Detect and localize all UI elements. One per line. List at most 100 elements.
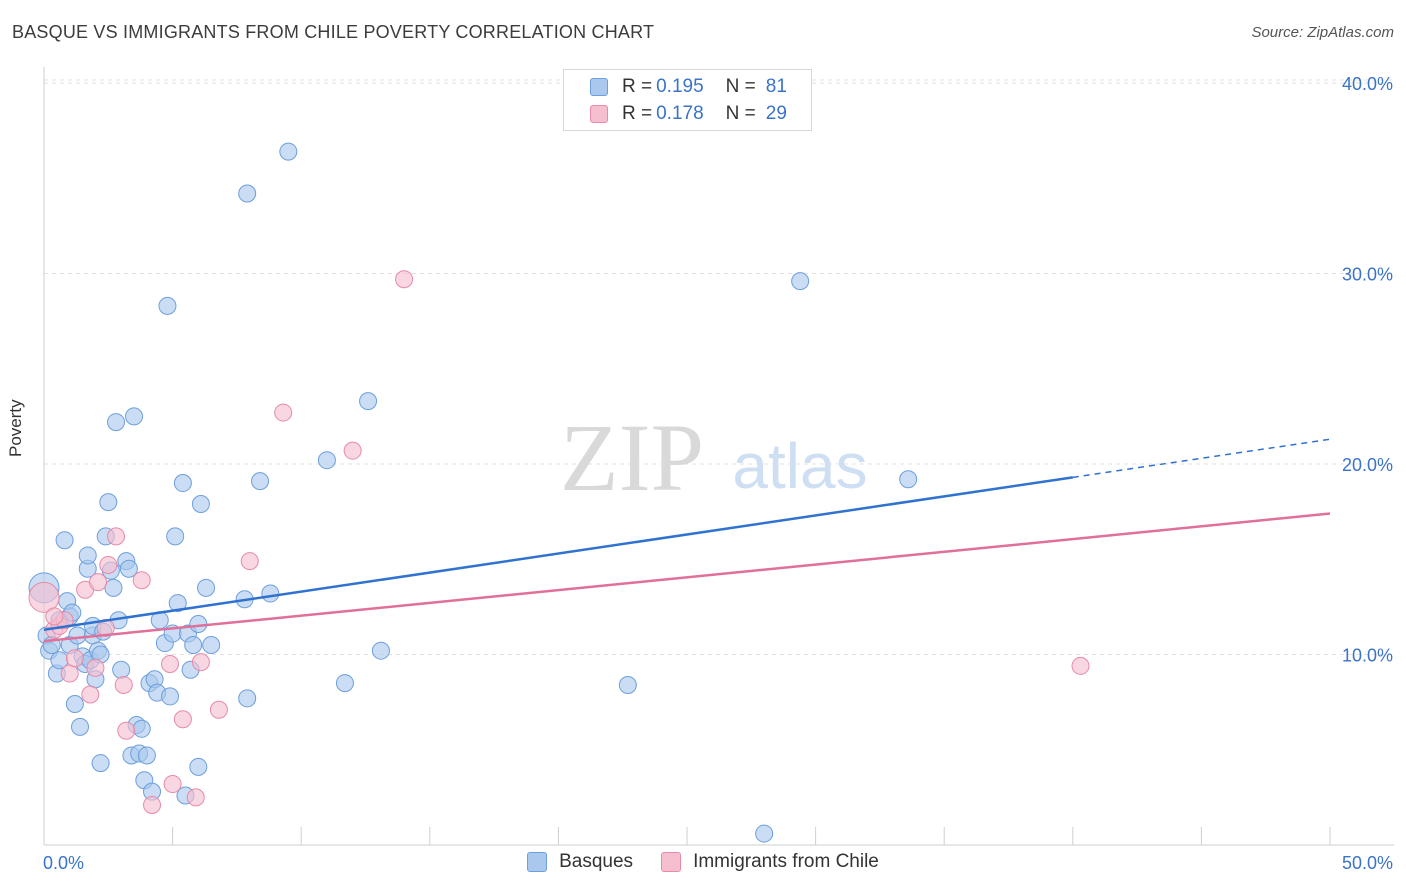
- chile-trend-line: [43, 512, 1331, 643]
- chile-point: [65, 649, 84, 668]
- chile-point: [114, 675, 133, 694]
- legend-item-basques: Basques: [527, 851, 633, 873]
- chile-point: [28, 581, 60, 613]
- r-label: R =: [622, 103, 653, 124]
- basques-point: [158, 296, 177, 315]
- series-legend: Basques Immigrants from Chile: [0, 851, 1406, 873]
- n-label: N =: [725, 76, 756, 97]
- basques-point: [189, 757, 208, 776]
- basques-point: [99, 493, 118, 512]
- chile-point: [343, 441, 362, 460]
- axes: [43, 67, 1394, 846]
- basques-trend-extension: [1072, 438, 1331, 479]
- y-tick-label: 30.0%: [1342, 265, 1393, 285]
- y-tick-label: 20.0%: [1342, 455, 1393, 475]
- basques-trend-line: [43, 476, 1073, 631]
- basques-point: [65, 695, 84, 714]
- basques-point: [68, 626, 87, 645]
- legend-label-chile: Immigrants from Chile: [693, 851, 879, 872]
- basques-point: [202, 635, 221, 654]
- chile-point: [395, 270, 414, 289]
- legend-label-basques: Basques: [559, 851, 634, 872]
- basques-point: [335, 674, 354, 693]
- chile-point: [89, 573, 108, 592]
- chile-point: [81, 685, 100, 704]
- x-tick-label: 50.0%: [1342, 853, 1393, 873]
- data-points: [28, 142, 1090, 843]
- source-label: Source: ZipAtlas.com: [1251, 24, 1394, 41]
- watermark-zip: ZIP: [560, 404, 704, 511]
- basques-point: [161, 687, 180, 706]
- basques-point: [279, 142, 298, 161]
- chile-point: [209, 700, 228, 719]
- chile-point: [186, 788, 205, 807]
- r-value: 0.195: [656, 76, 704, 97]
- basques-point: [618, 675, 637, 694]
- basques-point: [132, 719, 151, 738]
- basques-point: [371, 641, 390, 660]
- y-tick-label: 40.0%: [1342, 74, 1393, 94]
- chile-swatch: [661, 852, 682, 872]
- basques-point: [791, 272, 810, 291]
- basques-point: [104, 578, 123, 597]
- y-tick-label: 10.0%: [1342, 646, 1393, 666]
- chile-point: [161, 655, 180, 674]
- basques-point: [78, 546, 97, 565]
- watermark-atlas: atlas: [732, 430, 867, 502]
- chile-point: [274, 403, 293, 422]
- legend-item-chile: Immigrants from Chile: [661, 851, 879, 873]
- trend-lines: [43, 438, 1331, 643]
- basques-point: [91, 754, 110, 773]
- basques-point: [238, 689, 257, 708]
- basques-point: [166, 527, 185, 546]
- basques-point: [261, 584, 280, 603]
- basques-point: [184, 635, 203, 654]
- tick-labels: 10.0% 20.0% 30.0% 40.0% 0.0% 50.0%: [43, 74, 1393, 873]
- chile-point: [107, 527, 126, 546]
- basques-swatch: [590, 78, 608, 96]
- x-tick-label: 0.0%: [43, 853, 84, 873]
- basques-swatch: [527, 852, 548, 872]
- basques-point: [191, 495, 210, 514]
- basques-point: [359, 392, 378, 411]
- n-label: N =: [725, 103, 756, 124]
- chile-point: [117, 721, 136, 740]
- y-axis-label: Poverty: [6, 399, 25, 457]
- chile-point: [86, 658, 105, 677]
- r-label: R =: [622, 76, 653, 97]
- chile-point: [45, 607, 64, 626]
- chile-point: [173, 710, 192, 729]
- basques-point: [173, 474, 192, 493]
- legend-row-basques: R = 0.195 N = 81: [590, 74, 787, 100]
- chile-point: [191, 653, 210, 672]
- basques-point: [55, 531, 74, 550]
- basques-point: [125, 407, 144, 426]
- chart-title: BASQUE VS IMMIGRANTS FROM CHILE POVERTY …: [12, 22, 655, 42]
- legend-row-chile: R = 0.178 N = 29: [590, 101, 787, 127]
- n-value: 29: [765, 103, 787, 124]
- chile-point: [163, 775, 182, 794]
- chile-point: [99, 555, 118, 574]
- basques-point: [168, 594, 187, 613]
- basques-point: [317, 451, 336, 470]
- basques-point: [137, 746, 156, 765]
- basques-point: [197, 578, 216, 597]
- stats-legend: R = 0.195 N = 81 R = 0.178 N = 29: [563, 69, 812, 131]
- basques-point: [899, 470, 918, 489]
- chile-point: [132, 571, 151, 590]
- chile-point: [143, 795, 162, 814]
- chile-swatch: [590, 105, 608, 123]
- basques-point: [251, 472, 270, 491]
- n-value: 81: [765, 76, 787, 97]
- basques-point: [755, 824, 774, 843]
- basques-point: [107, 413, 126, 432]
- chile-point: [60, 664, 79, 683]
- watermark: ZIP atlas: [560, 404, 868, 511]
- chile-point: [1071, 656, 1090, 675]
- chile-point: [240, 552, 259, 571]
- basques-point: [112, 660, 131, 679]
- basques-point: [71, 717, 90, 736]
- basques-point: [238, 184, 257, 203]
- r-value: 0.178: [656, 103, 704, 124]
